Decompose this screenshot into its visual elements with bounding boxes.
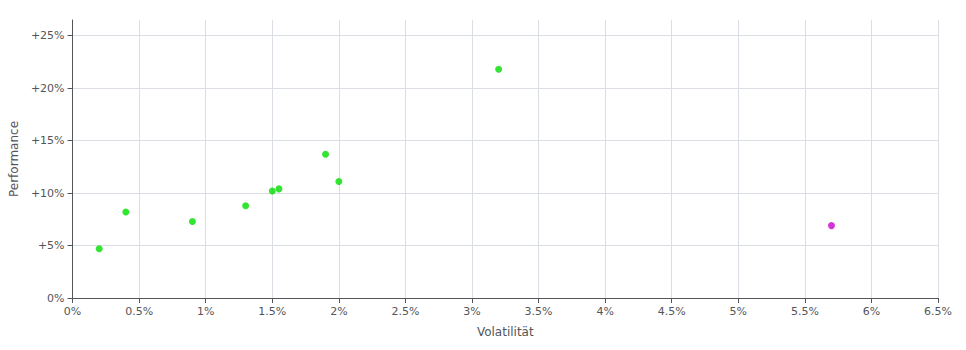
svg-text:4%: 4%	[596, 305, 613, 318]
svg-text:4.5%: 4.5%	[658, 305, 686, 318]
svg-text:Performance: Performance	[7, 121, 21, 197]
svg-text:Volatilität: Volatilität	[477, 325, 534, 339]
svg-text:2.5%: 2.5%	[391, 305, 419, 318]
svg-text:6%: 6%	[863, 305, 880, 318]
svg-text:+15%: +15%	[31, 134, 65, 147]
svg-text:+5%: +5%	[38, 239, 65, 252]
svg-text:0%: 0%	[64, 305, 81, 318]
svg-text:+20%: +20%	[31, 82, 65, 95]
svg-text:3%: 3%	[463, 305, 480, 318]
svg-text:0.5%: 0.5%	[125, 305, 153, 318]
svg-text:5.5%: 5.5%	[791, 305, 819, 318]
svg-text:1%: 1%	[197, 305, 214, 318]
svg-text:2%: 2%	[330, 305, 347, 318]
svg-text:+25%: +25%	[31, 29, 65, 42]
svg-text:0%: 0%	[47, 292, 64, 305]
svg-text:+10%: +10%	[31, 187, 65, 200]
svg-text:5%: 5%	[730, 305, 747, 318]
svg-text:3.5%: 3.5%	[525, 305, 553, 318]
svg-text:6.5%: 6.5%	[924, 305, 952, 318]
svg-text:1.5%: 1.5%	[258, 305, 286, 318]
